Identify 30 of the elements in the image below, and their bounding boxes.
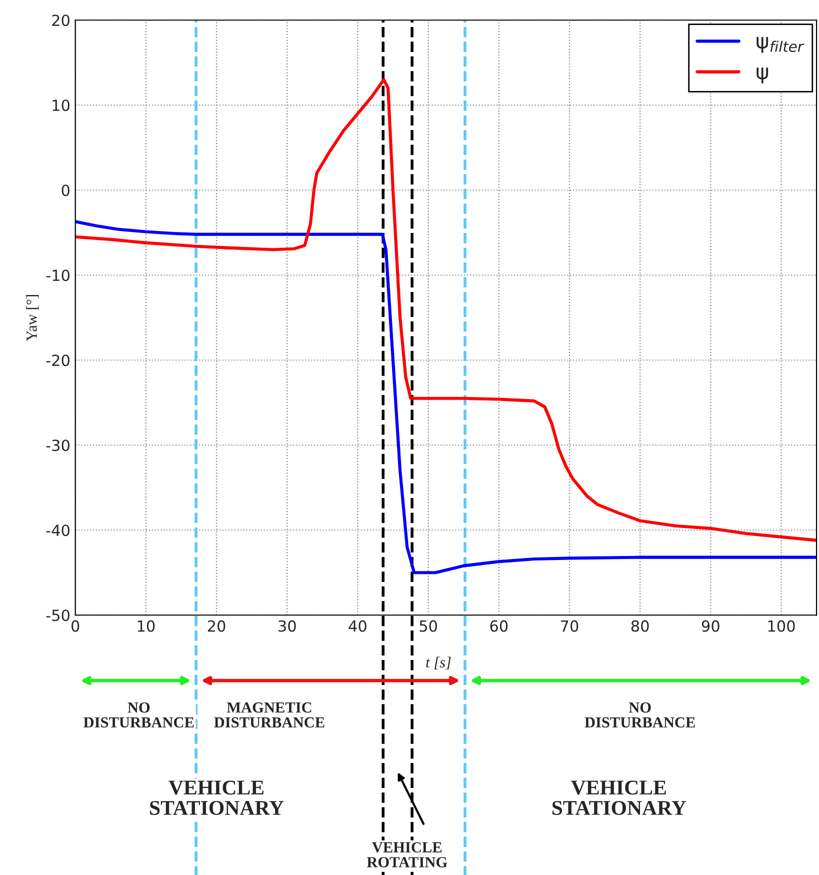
x-tick-label: 70	[561, 620, 578, 632]
text: NO DISTURBANCE	[84, 702, 194, 728]
y-tick-label: 0	[62, 184, 70, 196]
x-tick-label: 20	[208, 620, 226, 632]
y-tick-label: 20	[52, 14, 70, 26]
x-axis-title: t [s]	[426, 656, 451, 670]
x-tick-label: 0	[71, 620, 80, 632]
y-tick-label: 10	[52, 100, 70, 112]
y-axis-title: Yaw [°]	[26, 295, 39, 342]
x-tick-label: 80	[631, 620, 649, 632]
x-tick-label: 10	[138, 620, 155, 632]
x-tick-label: 90	[702, 620, 720, 632]
x-tick-label: 30	[278, 620, 296, 632]
text: NO DISTURBANCE	[584, 702, 695, 728]
y-tick-label: -10	[46, 270, 70, 282]
y-tick-label: -50	[46, 610, 70, 622]
y-tick-label: -40	[46, 524, 70, 536]
x-tick-label: 40	[348, 620, 366, 632]
x-tick-label: 60	[490, 620, 508, 632]
legend-label: ψ	[756, 68, 768, 84]
legend-label: ψ$_{filter}$	[756, 36, 804, 53]
text: MAGNETIC DISTURBANCE	[214, 702, 324, 728]
line-series	[75, 220, 817, 574]
text: VEHICLE STATIONARY	[150, 780, 284, 815]
text: VEHICLE STATIONARY	[552, 780, 686, 815]
x-tick-label: 50	[420, 620, 438, 632]
y-tick-label: -30	[46, 440, 70, 452]
text: VEHICLE ROTATING	[366, 842, 448, 868]
y-tick-label: -20	[46, 354, 70, 366]
x-tick-label: 100	[768, 620, 795, 632]
